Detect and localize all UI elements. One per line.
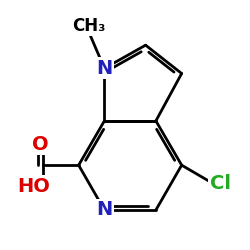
Text: N: N <box>96 200 112 220</box>
Text: Cl: Cl <box>210 174 231 193</box>
Text: HO: HO <box>17 177 50 196</box>
Text: N: N <box>96 59 112 78</box>
Text: CH₃: CH₃ <box>72 17 106 35</box>
Text: O: O <box>32 134 48 154</box>
